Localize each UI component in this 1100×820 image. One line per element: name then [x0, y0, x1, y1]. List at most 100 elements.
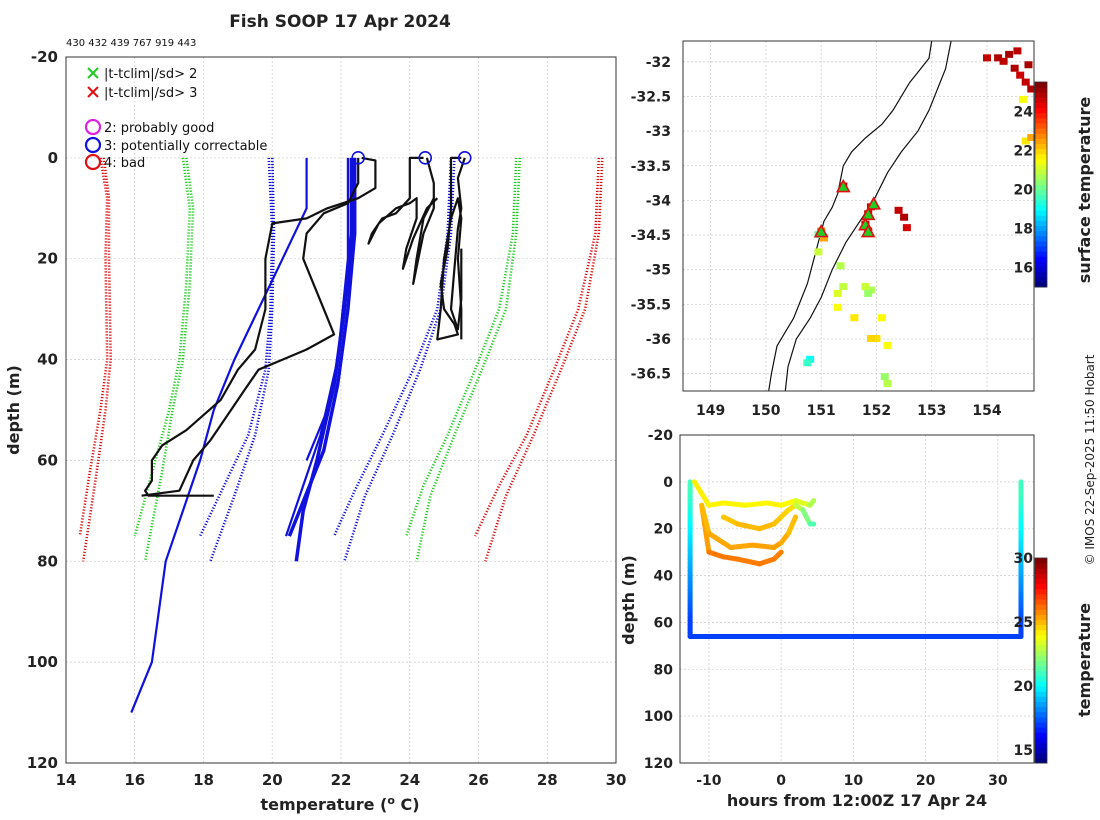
- colorbar-frame: [1034, 81, 1048, 288]
- track-segment-right-end: [800, 507, 813, 527]
- sst-point: [877, 314, 886, 322]
- colorbar-segment: [1035, 128, 1047, 134]
- x-tick-label: 14: [56, 771, 77, 789]
- y-tick-label: 100: [27, 653, 58, 671]
- sst-point: [900, 213, 909, 221]
- time-y-tick-label: 40: [654, 569, 674, 585]
- time-y-axis-label: depth (m): [619, 555, 638, 645]
- legend-x-marker: [87, 67, 99, 79]
- time-colorbar-segment: [1035, 645, 1047, 651]
- profile-line-blue-short: [305, 157, 349, 461]
- colorbar-segment: [1035, 153, 1047, 160]
- time-colorbar-tick-label: 15: [1014, 743, 1033, 759]
- time-y-tick-label: 100: [644, 709, 673, 725]
- profile-line-blue-thick-a: [294, 157, 354, 562]
- time-colorbar-segment: [1035, 691, 1047, 697]
- sst-point: [839, 283, 848, 291]
- climatology-line-green-low-b: [143, 157, 195, 562]
- colorbar-segment: [1035, 210, 1047, 216]
- sst-point: [1021, 78, 1030, 86]
- colorbar-segment: [1035, 158, 1047, 165]
- track-segment-mid-c: [706, 530, 734, 550]
- climatology-line-red-high-b: [484, 157, 604, 562]
- time-colorbar-segment: [1035, 568, 1047, 574]
- time-x-tick-label: -10: [696, 773, 722, 789]
- sst-point: [1021, 137, 1030, 145]
- sst-point: [902, 224, 911, 232]
- colorbar-segment: [1035, 220, 1047, 226]
- time-colorbar-segment: [1035, 696, 1047, 702]
- colorbar-segment: [1035, 174, 1047, 180]
- colorbar-segment: [1035, 169, 1047, 175]
- time-colorbar-segment: [1035, 619, 1047, 626]
- map-y-tick-label: -34.5: [631, 228, 671, 244]
- flag-triangle: [813, 223, 829, 238]
- legend-label: 3: potentially correctable: [104, 139, 267, 154]
- colorbar-tick-label: 18: [1014, 221, 1033, 237]
- colorbar-segment: [1035, 199, 1047, 206]
- profile-line-blue-thick-b: [287, 157, 357, 537]
- climatology-line-green-high-a: [405, 157, 518, 537]
- sst-point: [814, 248, 823, 256]
- y-axis-label: depth (m): [4, 365, 23, 455]
- climatology-line-blue-high-b: [343, 157, 456, 562]
- profile-line-black-e: [436, 156, 463, 341]
- time-colorbar-segment: [1035, 665, 1047, 672]
- colorbar-segment: [1035, 107, 1047, 114]
- colorbar-segment: [1035, 112, 1047, 119]
- plot-frame: [65, 56, 617, 764]
- colorbar-segment: [1035, 138, 1047, 144]
- chart-subtitle-ids: 430 432 439 767 919 443: [66, 38, 196, 49]
- sst-point: [1018, 95, 1027, 103]
- sst-point: [872, 335, 881, 343]
- time-colorbar-label: temperature: [1075, 603, 1094, 717]
- track-segment-loop-d: [756, 521, 777, 532]
- colorbar-segment: [1035, 179, 1047, 185]
- map-y-tick-label: -33: [646, 124, 671, 140]
- time-colorbar-segment: [1035, 752, 1047, 759]
- colorbar-segment: [1035, 143, 1047, 150]
- sst-point: [836, 262, 845, 270]
- climatology-line-green-low-a: [133, 157, 192, 537]
- time-y-tick-label: 80: [654, 662, 674, 678]
- track-segment-shallow-a: [778, 498, 799, 508]
- time-colorbar-segment: [1035, 578, 1047, 585]
- x-tick-label: 30: [606, 771, 627, 789]
- sst-point: [1016, 71, 1025, 79]
- time-x-axis-label: hours from 12:00Z 17 Apr 24: [727, 791, 987, 810]
- legend: |t-tclim|/sd> 2 |t-tclim|/sd> 3 2: probabl…: [84, 67, 267, 171]
- sst-point: [1013, 47, 1022, 55]
- time-colorbar-segment: [1035, 583, 1047, 590]
- time-colorbar-segment: [1035, 634, 1047, 641]
- flag-circle: [457, 151, 472, 165]
- time-colorbar-segment: [1035, 670, 1047, 677]
- colorbar-segment: [1035, 230, 1047, 237]
- colorbar-segment: [1035, 266, 1047, 273]
- track-segment-shallow-a: [691, 479, 712, 508]
- time-x-tick-label: 10: [844, 773, 864, 789]
- time-colorbar-segment: [1035, 629, 1047, 636]
- time-colorbar-segment: [1035, 675, 1047, 682]
- colorbar-segment: [1035, 256, 1047, 262]
- flag-circle: [418, 151, 433, 165]
- colorbar-segment: [1035, 87, 1047, 93]
- climatology-line-red-low-a: [78, 157, 109, 537]
- climatology-line-red-low-b: [81, 157, 113, 562]
- sst-point: [861, 283, 870, 291]
- sst-point: [894, 206, 903, 214]
- sst-point: [866, 335, 875, 343]
- track-segment-loop-d: [720, 514, 741, 527]
- credit-text: © IMOS 22-Sep-2025 11:50 Hobart: [1083, 354, 1097, 565]
- y-tick-label: 0: [48, 149, 58, 167]
- time-y-tick-label: -20: [648, 428, 674, 444]
- sst-point: [994, 54, 1003, 62]
- time-colorbar-segment: [1035, 757, 1047, 764]
- track-segment-mid-b: [771, 549, 784, 562]
- time-colorbar-segment: [1035, 650, 1047, 656]
- sst-point: [850, 314, 859, 322]
- colorbar-segment: [1035, 97, 1047, 103]
- x-tick-label: 26: [468, 771, 489, 789]
- chart-title: Fish SOOP 17 Apr 2024: [229, 12, 451, 32]
- flag-circle: [351, 151, 365, 165]
